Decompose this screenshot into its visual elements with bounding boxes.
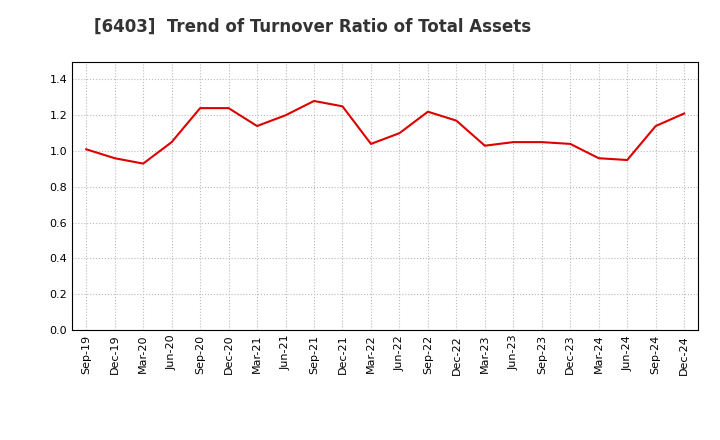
Text: [6403]  Trend of Turnover Ratio of Total Assets: [6403] Trend of Turnover Ratio of Total … (94, 18, 531, 36)
